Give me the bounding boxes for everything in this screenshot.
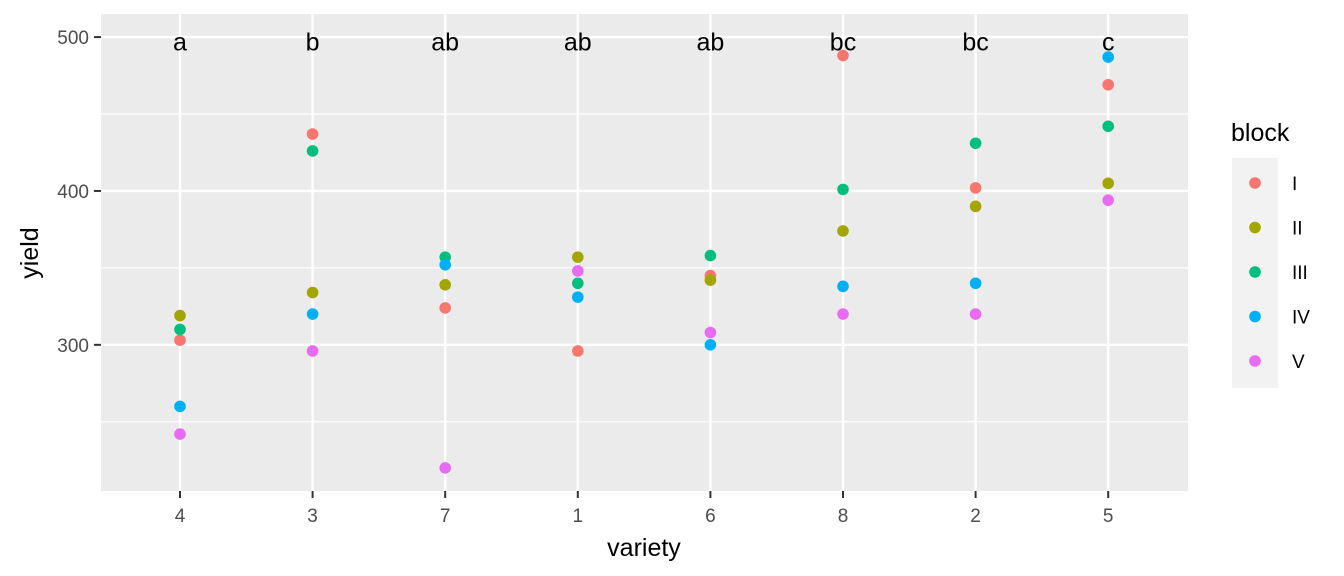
data-point-V	[704, 326, 717, 339]
data-point-II	[439, 279, 452, 291]
data-point-III	[572, 277, 584, 290]
data-point-IV	[572, 291, 584, 303]
group-letter: b	[306, 29, 320, 57]
data-point-II	[1102, 177, 1114, 190]
data-point-V	[837, 308, 849, 320]
legend-key-V	[1249, 355, 1261, 367]
data-points	[174, 49, 1114, 474]
x-tick-label: 5	[1103, 506, 1114, 527]
x-tick-label: 7	[440, 506, 451, 527]
x-tick-label: 1	[573, 506, 584, 527]
data-point-III	[837, 183, 849, 196]
data-point-II	[572, 251, 584, 263]
data-point-I	[837, 49, 849, 62]
data-point-IV	[174, 400, 186, 413]
legend-key-I	[1249, 177, 1261, 189]
plot-panel	[101, 14, 1188, 491]
x-axis-title: variety	[607, 534, 681, 562]
group-letter: ab	[431, 29, 459, 57]
legend-title: block	[1231, 119, 1290, 147]
legend-label: I	[1292, 174, 1297, 195]
x-tick-label: 4	[175, 506, 186, 527]
data-point-I	[174, 334, 186, 347]
data-point-II	[704, 274, 717, 286]
x-tick-label: 6	[705, 506, 716, 527]
data-point-IV	[837, 280, 849, 293]
y-tick-label: 400	[57, 182, 89, 203]
data-point-II	[969, 200, 982, 213]
x-tick-label: 2	[970, 506, 981, 527]
data-point-III	[969, 137, 982, 150]
group-letter: a	[173, 29, 187, 57]
data-point-IV	[439, 259, 452, 271]
legend-label: II	[1292, 219, 1303, 240]
data-point-II	[837, 225, 849, 237]
y-tick-label: 300	[57, 336, 89, 357]
major-gridlines	[101, 14, 1188, 491]
x-tick-label: 8	[838, 506, 849, 527]
group-letter: ab	[564, 29, 592, 57]
data-point-I	[572, 345, 584, 357]
y-axis: 300 400 500	[57, 28, 101, 357]
data-point-III	[704, 249, 717, 262]
data-point-IV	[704, 339, 717, 351]
data-point-V	[1102, 194, 1114, 206]
data-point-II	[306, 286, 319, 299]
y-tick-label: 500	[57, 28, 89, 49]
data-point-V	[306, 345, 319, 357]
data-point-V	[439, 462, 452, 474]
data-point-I	[439, 302, 452, 314]
legend-key-IV	[1249, 310, 1261, 323]
group-letter: bc	[962, 29, 988, 57]
group-letter: bc	[830, 29, 856, 57]
data-point-V	[174, 428, 186, 440]
data-point-II	[174, 309, 186, 322]
data-point-I	[969, 182, 982, 194]
data-point-III	[306, 145, 319, 157]
data-point-IV	[1102, 51, 1114, 63]
data-point-IV	[306, 308, 319, 320]
data-point-III	[174, 323, 186, 336]
legend-key-II	[1249, 221, 1261, 234]
y-axis-title: yield	[16, 227, 44, 278]
data-point-I	[1102, 78, 1114, 91]
data-point-V	[969, 308, 982, 320]
data-point-IV	[969, 277, 982, 290]
group-letter: ab	[696, 29, 724, 57]
legend-label: IV	[1292, 308, 1310, 329]
x-tick-label: 3	[307, 506, 318, 527]
data-point-I	[306, 128, 319, 140]
x-axis: 4 3 7 1 6 8 2 5	[175, 491, 1114, 527]
minor-gridlines	[101, 113, 1188, 423]
group-letter: c	[1102, 29, 1115, 57]
legend-label: III	[1292, 263, 1308, 284]
group-letters: a b ab ab ab bc bc c	[173, 29, 1114, 57]
data-point-III	[1102, 120, 1114, 133]
legend-key-III	[1249, 266, 1261, 278]
data-point-V	[572, 265, 584, 277]
legend-label: V	[1292, 352, 1305, 373]
